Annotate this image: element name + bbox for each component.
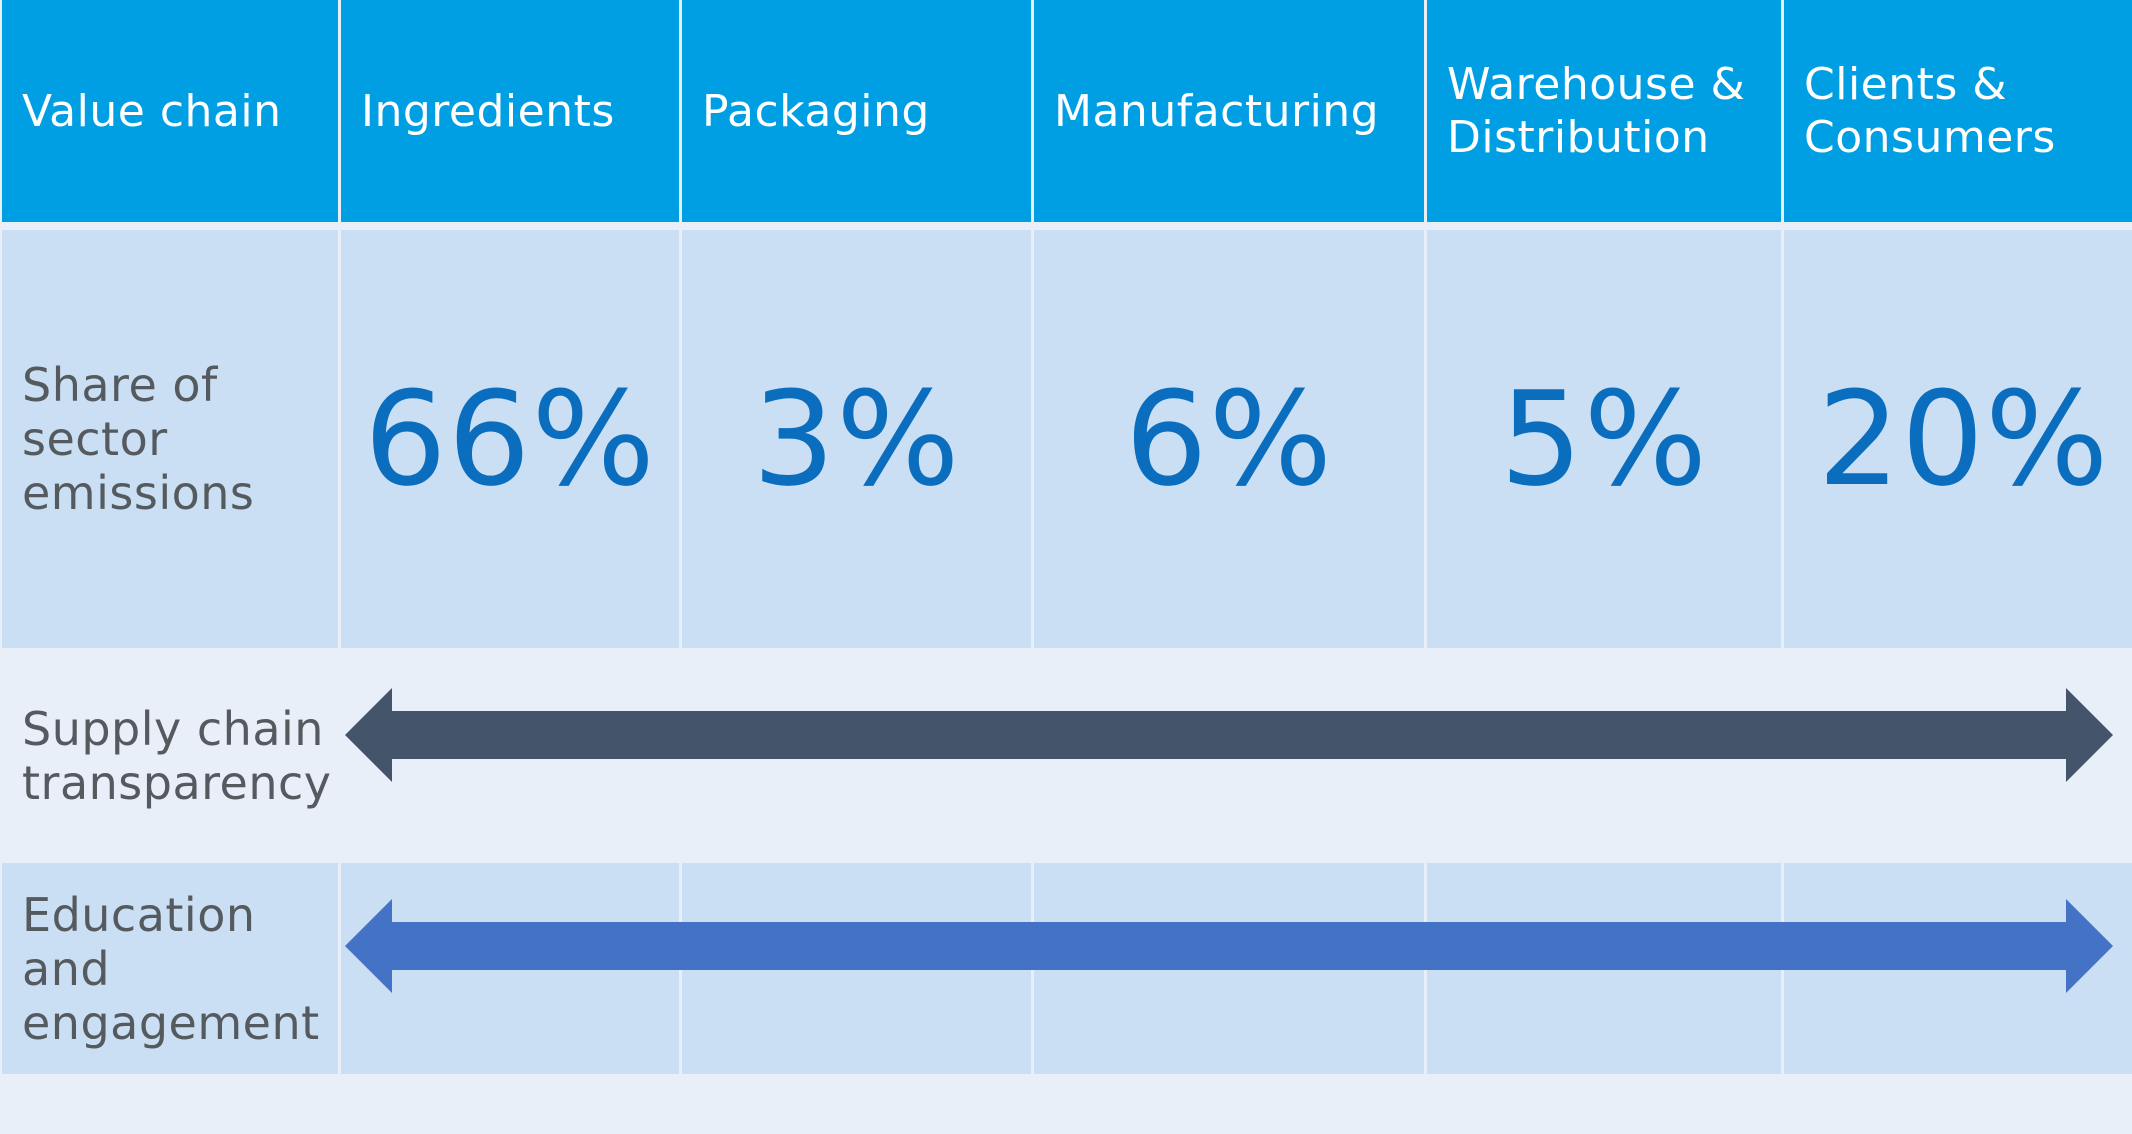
header-ingredients-label: Ingredients	[361, 85, 615, 137]
education-cell-manufacturing	[1034, 863, 1424, 1074]
row-label-transparency: Supply chain transparency	[2, 656, 338, 855]
header-packaging-label: Packaging	[702, 85, 930, 137]
education-label-line1: Education	[22, 887, 256, 942]
header-manufacturing-label: Manufacturing	[1054, 85, 1380, 137]
emissions-value-ingredients: 66%	[364, 363, 656, 515]
emissions-cell-ingredients: 66%	[341, 230, 679, 648]
value-chain-table: Value chain Ingredients Packaging Manufa…	[2, 0, 2132, 1074]
transparency-label-line1: Supply chain	[22, 701, 324, 756]
education-label-line3: engagement	[22, 995, 320, 1050]
emissions-cell-warehouse: 5%	[1427, 230, 1781, 648]
emissions-value-clients: 20%	[1817, 363, 2110, 515]
header-ingredients: Ingredients	[341, 0, 679, 222]
transparency-cell-warehouse	[1427, 656, 1781, 855]
header-value-chain: Value chain	[2, 0, 338, 222]
education-cell-packaging	[682, 863, 1031, 1074]
transparency-cell-ingredients	[341, 656, 679, 855]
transparency-cell-packaging	[682, 656, 1031, 855]
emissions-cell-packaging: 3%	[682, 230, 1031, 648]
row-label-emissions: Share of sector emissions	[2, 230, 338, 648]
transparency-cell-manufacturing	[1034, 656, 1424, 855]
education-cell-warehouse	[1427, 863, 1781, 1074]
emissions-label-line1: Share of	[22, 358, 218, 412]
education-cell-ingredients	[341, 863, 679, 1074]
transparency-label-line2: transparency	[22, 755, 332, 810]
header-warehouse-line1: Warehouse &	[1447, 59, 1746, 110]
header-warehouse-line2: Distribution	[1447, 112, 1710, 163]
emissions-value-warehouse: 5%	[1499, 363, 1709, 515]
header-clients-line1: Clients &	[1804, 59, 2008, 110]
emissions-value-manufacturing: 6%	[1124, 363, 1334, 515]
header-packaging: Packaging	[682, 0, 1031, 222]
header-manufacturing: Manufacturing	[1034, 0, 1424, 222]
emissions-label-line3: emissions	[22, 466, 255, 520]
header-clients-line2: Consumers	[1804, 112, 2056, 163]
row-label-education: Education and engagement	[2, 863, 338, 1074]
education-cell-clients	[1784, 863, 2132, 1074]
emissions-label-line2: sector	[22, 412, 168, 466]
header-value-chain-label: Value chain	[22, 85, 282, 137]
header-warehouse-distribution: Warehouse & Distribution	[1427, 0, 1781, 222]
transparency-cell-clients	[1784, 656, 2132, 855]
emissions-value-packaging: 3%	[752, 363, 961, 515]
emissions-cell-clients: 20%	[1784, 230, 2132, 648]
emissions-cell-manufacturing: 6%	[1034, 230, 1424, 648]
education-label-line2: and	[22, 941, 111, 996]
header-clients-consumers: Clients & Consumers	[1784, 0, 2132, 222]
